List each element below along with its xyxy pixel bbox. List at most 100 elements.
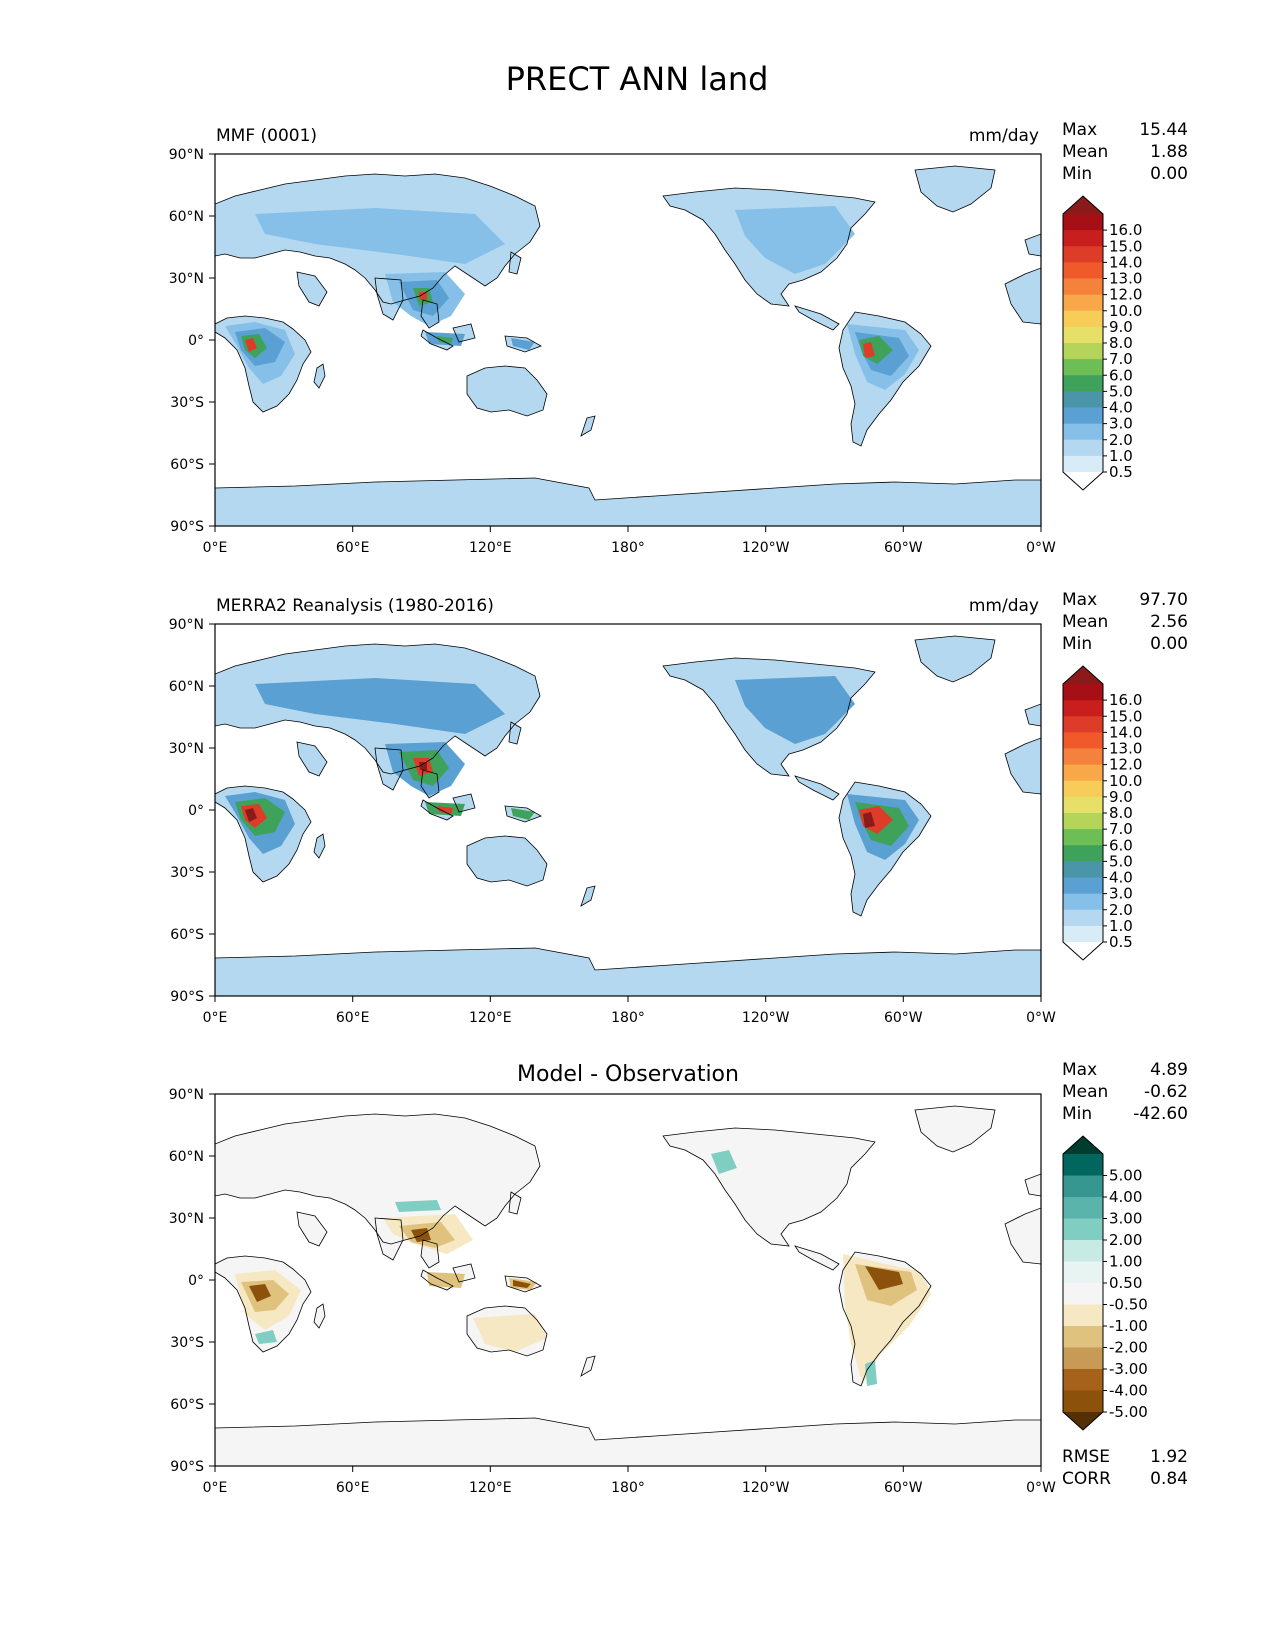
stat-value-min: -42.60 xyxy=(1133,1104,1188,1124)
stat-value-rmse: 1.92 xyxy=(1150,1447,1188,1467)
colorbar-level-label: 1.0 xyxy=(1109,917,1133,935)
colorbar-segment xyxy=(1063,700,1103,717)
colorbar-level-label: 2.00 xyxy=(1109,1231,1142,1249)
lat-tick-label: 90°S xyxy=(170,989,204,1005)
colorbar-segment xyxy=(1063,1240,1103,1262)
lon-tick-label: 0°E xyxy=(203,1480,228,1496)
colorbar-segment xyxy=(1063,925,1103,943)
colorbar-level-label: 3.0 xyxy=(1109,415,1133,433)
colorbar-level-label: 15.0 xyxy=(1109,707,1142,725)
colorbar-segment xyxy=(1063,1369,1103,1391)
colorbar-level-label: 8.0 xyxy=(1109,804,1133,822)
colorbar-segment xyxy=(1063,439,1103,457)
colorbar-level-label: 4.0 xyxy=(1109,869,1133,887)
colorbar-extend-top xyxy=(1063,666,1103,684)
stat-label-min: Min xyxy=(1062,634,1092,654)
colorbar-level-label: 0.5 xyxy=(1109,933,1133,951)
lat-tick-label: 30°S xyxy=(170,1335,204,1351)
colorbar-level-label: 2.0 xyxy=(1109,901,1133,919)
lat-tick-label: 90°N xyxy=(169,1087,204,1103)
colorbar-segment xyxy=(1063,748,1103,766)
lon-tick-label: 0°W xyxy=(1026,1480,1056,1496)
stat-label-max: Max xyxy=(1062,120,1097,140)
colorbar-segment xyxy=(1063,1283,1103,1305)
colorbar-segment xyxy=(1063,861,1103,878)
colorbar-segment xyxy=(1063,893,1103,911)
colorbar-segment xyxy=(1063,732,1103,749)
colorbar-segment xyxy=(1063,1197,1103,1219)
lat-tick-label: 30°N xyxy=(169,1211,204,1227)
colorbar-level-label: 14.0 xyxy=(1109,253,1142,271)
stats-block: Max 15.44 Mean 1.88 Min 0.00 xyxy=(1062,120,1188,184)
lon-axis: 0°E 60°E 120°E 180° 120°W 60°W 0°W xyxy=(203,996,1056,1026)
colorbar-level-label: 16.0 xyxy=(1109,691,1142,709)
panel-left-label: MERRA2 Reanalysis (1980-2016) xyxy=(216,596,494,616)
colorbar-level-label: 13.0 xyxy=(1109,740,1142,758)
stat-value-mean: -0.62 xyxy=(1144,1082,1188,1102)
colorbar-segment xyxy=(1063,1347,1103,1370)
map-plot-area xyxy=(215,635,1041,996)
stat-value-max: 4.89 xyxy=(1150,1060,1188,1080)
colorbar-level-label: 14.0 xyxy=(1109,723,1142,741)
lat-tick-label: 60°S xyxy=(170,1397,204,1413)
panel-difference: Model - Observation 90°N 60°N 30°N 0° xyxy=(169,1060,1188,1496)
colorbar: 16.015.014.013.012.010.09.08.07.06.05.04… xyxy=(1062,195,1142,491)
colorbar-level-label: 12.0 xyxy=(1109,286,1142,304)
colorbar-extend-bottom xyxy=(1063,1412,1103,1430)
lat-axis: 90°N 60°N 30°N 0° 30°S 60°S 90°S xyxy=(169,1087,215,1475)
colorbar-level-label: 5.0 xyxy=(1109,852,1133,870)
stats-block: Max 4.89 Mean -0.62 Min -42.60 xyxy=(1062,1060,1188,1124)
colorbar-segment xyxy=(1063,1304,1103,1327)
lon-tick-label: 0°E xyxy=(203,540,228,556)
colorbar-level-label: 10.0 xyxy=(1109,302,1142,320)
colorbar-level-label: -1.00 xyxy=(1109,1317,1148,1335)
lat-tick-label: 30°S xyxy=(170,395,204,411)
lat-tick-label: 0° xyxy=(188,333,204,349)
colorbar-level-label: 4.00 xyxy=(1109,1188,1142,1206)
colorbar-level-label: 2.0 xyxy=(1109,431,1133,449)
colorbar-level-label: 0.5 xyxy=(1109,463,1133,481)
panel-units-label: mm/day xyxy=(969,596,1039,616)
panel-center-label: Model - Observation xyxy=(517,1062,739,1087)
colorbar-segment xyxy=(1063,716,1103,733)
colorbar-segment xyxy=(1063,423,1103,441)
lon-tick-label: 60°W xyxy=(884,1010,923,1026)
lon-tick-label: 120°W xyxy=(742,540,790,556)
colorbar: 16.015.014.013.012.010.09.08.07.06.05.04… xyxy=(1062,665,1142,961)
lat-tick-label: 30°N xyxy=(169,271,204,287)
colorbar-level-label: -3.00 xyxy=(1109,1360,1148,1378)
lat-tick-label: 0° xyxy=(188,1273,204,1289)
colorbar-level-label: 1.0 xyxy=(1109,447,1133,465)
colorbar-level-label: 16.0 xyxy=(1109,221,1142,239)
stat-value-min: 0.00 xyxy=(1150,164,1188,184)
colorbar-segment xyxy=(1063,343,1103,360)
stat-label-min: Min xyxy=(1062,1104,1092,1124)
colorbar-segment xyxy=(1063,1175,1103,1198)
colorbar-extend-bottom xyxy=(1063,942,1103,960)
lon-tick-label: 120°E xyxy=(469,1480,512,1496)
colorbar-segment xyxy=(1063,684,1103,701)
colorbar-segment xyxy=(1063,780,1103,798)
colorbar-level-label: 7.0 xyxy=(1109,820,1133,838)
colorbar-segment xyxy=(1063,278,1103,296)
lat-tick-label: 90°N xyxy=(169,617,204,633)
panel-units-label: mm/day xyxy=(969,126,1039,146)
stat-value-mean: 1.88 xyxy=(1150,142,1188,162)
colorbar-level-label: 8.0 xyxy=(1109,334,1133,352)
lat-axis: 90°N 60°N 30°N 0° 30°S 60°S 90°S xyxy=(169,617,215,1005)
colorbar-segment xyxy=(1063,845,1103,862)
stat-label-min: Min xyxy=(1062,164,1092,184)
colorbar-segment xyxy=(1063,326,1103,344)
stat-value-mean: 2.56 xyxy=(1150,612,1188,632)
colorbar-level-label: 9.0 xyxy=(1109,318,1133,336)
colorbar-level-label: 7.0 xyxy=(1109,350,1133,368)
panel-left-label: MMF (0001) xyxy=(216,126,317,146)
stats-block: Max 97.70 Mean 2.56 Min 0.00 xyxy=(1062,590,1188,654)
colorbar-level-label: 13.0 xyxy=(1109,270,1142,288)
lon-tick-label: 60°W xyxy=(884,540,923,556)
colorbar-segment xyxy=(1063,764,1103,782)
lon-axis: 0°E 60°E 120°E 180° 120°W 60°W 0°W xyxy=(203,526,1056,556)
colorbar-segment xyxy=(1063,359,1103,376)
lon-tick-label: 0°E xyxy=(203,1010,228,1026)
colorbar-level-label: 10.0 xyxy=(1109,772,1142,790)
